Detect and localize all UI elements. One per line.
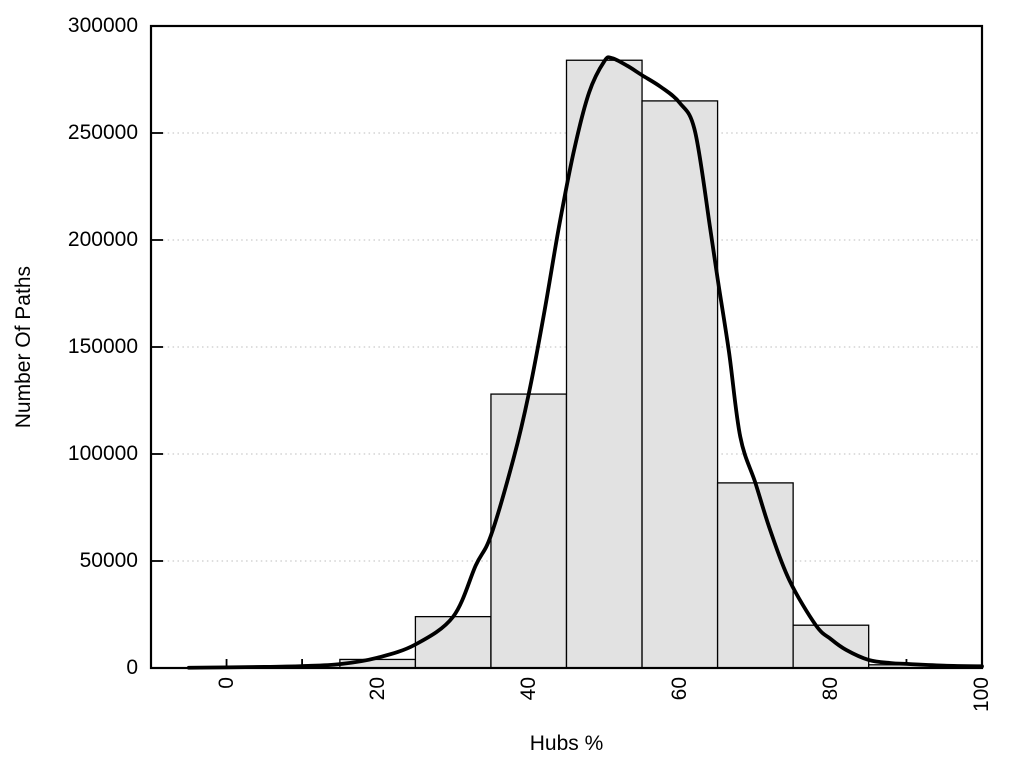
x-tick-label: 100 [970,677,993,713]
y-tick-label: 300000 [67,14,138,37]
x-axis-title: Hubs % [529,732,604,755]
histogram-bar [565,59,643,669]
plot-frame [149,24,984,670]
x-tick-label: 40 [516,677,540,701]
y-tick-label: 50000 [79,549,138,572]
y-tick-label: 100000 [67,442,138,465]
x-tick-label: 20 [365,677,389,701]
y-tick-label: 200000 [67,228,138,251]
x-tick-label: 80 [818,677,842,701]
fit-curve [186,55,984,670]
x-tick-label: 0 [214,677,238,689]
histogram-bar [792,624,870,669]
y-tick-label: 250000 [67,121,138,144]
y-tick-label: 150000 [67,335,138,358]
x-tick-label: 60 [667,677,691,701]
histogram-bar [716,482,794,669]
histogram-bar [414,615,492,669]
histogram-bar [490,393,568,669]
histogram-bar [641,100,719,669]
y-tick-label: 0 [126,656,138,679]
